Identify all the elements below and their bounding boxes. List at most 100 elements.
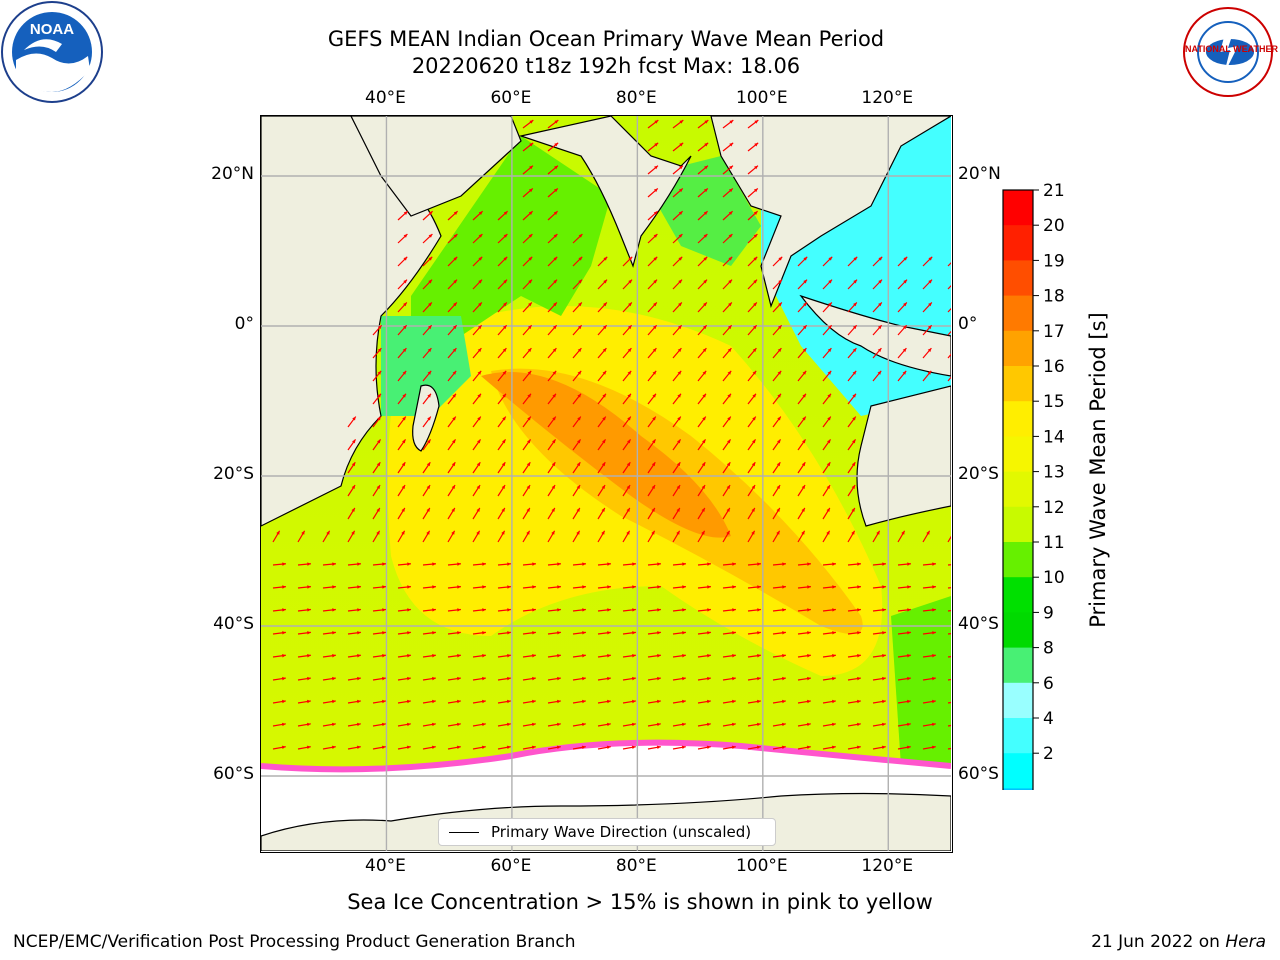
wave-arrow-head bbox=[426, 462, 431, 467]
wave-arrow-head bbox=[703, 188, 708, 193]
wave-arrow-head bbox=[307, 631, 311, 635]
wave-arrow-head bbox=[307, 676, 311, 681]
wave-arrow-head bbox=[532, 699, 536, 704]
wave-arrow-head bbox=[551, 485, 556, 490]
chart-title: GEFS MEAN Indian Ocean Primary Wave Mean… bbox=[327, 27, 885, 51]
wave-arrow-head bbox=[679, 120, 684, 124]
wave-arrow-head bbox=[757, 585, 761, 589]
colorbar-tick-label: 19 bbox=[1043, 251, 1065, 271]
wave-arrow-head bbox=[831, 722, 836, 727]
wave-arrow-head bbox=[557, 585, 561, 589]
wave-arrow-head bbox=[426, 485, 431, 490]
wave-arrow-head bbox=[553, 256, 558, 261]
wave-arrow-head bbox=[427, 393, 431, 398]
wave-arrow-head bbox=[457, 653, 461, 658]
legend-line-sample bbox=[449, 831, 479, 833]
wave-arrow-head bbox=[407, 653, 411, 658]
wave-arrow-head bbox=[652, 416, 656, 421]
wave-arrow-head bbox=[851, 462, 856, 467]
wave-arrow-head bbox=[503, 256, 508, 261]
wave-arrow-head bbox=[654, 120, 659, 124]
wave-arrow-head bbox=[732, 699, 736, 704]
indonesia-land bbox=[799, 294, 952, 377]
svg-text:NOAA: NOAA bbox=[30, 21, 74, 38]
wave-arrow-head bbox=[482, 631, 486, 635]
wave-arrow-head bbox=[582, 699, 586, 704]
wave-arrow-head bbox=[826, 485, 831, 490]
wave-arrow-head bbox=[778, 302, 782, 307]
wave-arrow-head bbox=[377, 439, 381, 444]
wave-arrow-head bbox=[452, 393, 456, 398]
wave-arrow-head bbox=[476, 485, 481, 490]
lat-tick-right: 60°S bbox=[958, 764, 999, 784]
wave-arrow-head bbox=[676, 530, 680, 535]
wave-arrow-head bbox=[427, 348, 432, 352]
wave-arrow-head bbox=[852, 416, 856, 421]
wave-arrow-head bbox=[282, 676, 286, 681]
wave-arrow-head bbox=[529, 142, 534, 147]
wave-arrow bbox=[947, 564, 952, 566]
colorbar-tick-label: 21 bbox=[1043, 181, 1065, 201]
wave-arrow-head bbox=[627, 370, 632, 375]
wave-arrow-head bbox=[832, 699, 836, 704]
wave-arrow-head bbox=[532, 608, 536, 612]
colorbar-segment bbox=[1003, 190, 1033, 226]
wave-arrow-head bbox=[427, 416, 431, 421]
wave-arrow-head bbox=[727, 393, 731, 398]
wave-arrow-head bbox=[782, 676, 786, 681]
wave-arrow-head bbox=[806, 745, 811, 750]
wave-arrow-head bbox=[502, 393, 506, 398]
wave-arrow-head bbox=[682, 699, 686, 704]
wave-arrow-head bbox=[682, 631, 686, 635]
wave-arrow-head bbox=[607, 585, 611, 589]
wave-arrow-head bbox=[678, 302, 682, 307]
footer-date: 21 Jun 2022 on Hera bbox=[1091, 932, 1266, 952]
colorbar-tick-label: 8 bbox=[1043, 639, 1054, 659]
wave-arrow-head bbox=[902, 370, 907, 375]
wave-arrow-head bbox=[351, 530, 355, 535]
wave-arrow-head bbox=[606, 745, 611, 750]
colorbar-segment bbox=[1003, 506, 1033, 543]
wave-arrow-head bbox=[777, 348, 782, 352]
wave-arrow-head bbox=[401, 507, 405, 512]
wave-arrow-head bbox=[377, 393, 381, 398]
wave-arrow-head bbox=[851, 485, 856, 490]
wave-arrow-head bbox=[553, 234, 558, 238]
wave-arrow-head bbox=[857, 699, 861, 704]
wave-arrow-head bbox=[627, 325, 632, 330]
wave-arrow-head bbox=[382, 585, 386, 589]
wave-arrow-head bbox=[453, 279, 458, 284]
wave-arrow-head bbox=[627, 416, 631, 421]
wave-arrow-head bbox=[753, 256, 758, 261]
legend-label: Primary Wave Direction (unscaled) bbox=[491, 823, 752, 841]
wave-arrow-head bbox=[757, 608, 761, 612]
wave-arrow-head bbox=[477, 416, 481, 421]
wave-arrow-head bbox=[357, 653, 361, 658]
wave-arrow-head bbox=[826, 507, 830, 512]
wave-arrow-head bbox=[727, 325, 732, 330]
wave-arrow-head bbox=[457, 699, 461, 704]
wave-arrow-head bbox=[601, 530, 605, 535]
wave-arrow-head bbox=[527, 325, 532, 330]
wave-arrow-head bbox=[757, 562, 761, 566]
colorbar-segment bbox=[1003, 436, 1033, 473]
colorbar-segment bbox=[1003, 647, 1033, 684]
wave-arrow-head bbox=[351, 462, 356, 467]
wave-arrow bbox=[947, 609, 952, 612]
lon-tick-top: 100°E bbox=[735, 88, 788, 108]
wave-arrow-head bbox=[432, 631, 436, 635]
wave-arrow-head bbox=[432, 562, 436, 566]
wave-arrow-head bbox=[782, 699, 786, 704]
wave-arrow-head bbox=[751, 530, 755, 535]
wave-arrow-head bbox=[827, 439, 831, 444]
colorbar-segment bbox=[1003, 225, 1033, 261]
wave-arrow-head bbox=[803, 302, 807, 307]
wave-arrow-head bbox=[803, 279, 808, 284]
wave-arrow-head bbox=[481, 722, 486, 727]
wave-arrow-head bbox=[501, 530, 505, 535]
wave-arrow-head bbox=[377, 348, 382, 352]
wave-arrow-head bbox=[853, 279, 858, 284]
wave-arrow-head bbox=[828, 279, 833, 284]
wave-arrow-head bbox=[407, 631, 411, 635]
wave-arrow-head bbox=[676, 485, 681, 490]
